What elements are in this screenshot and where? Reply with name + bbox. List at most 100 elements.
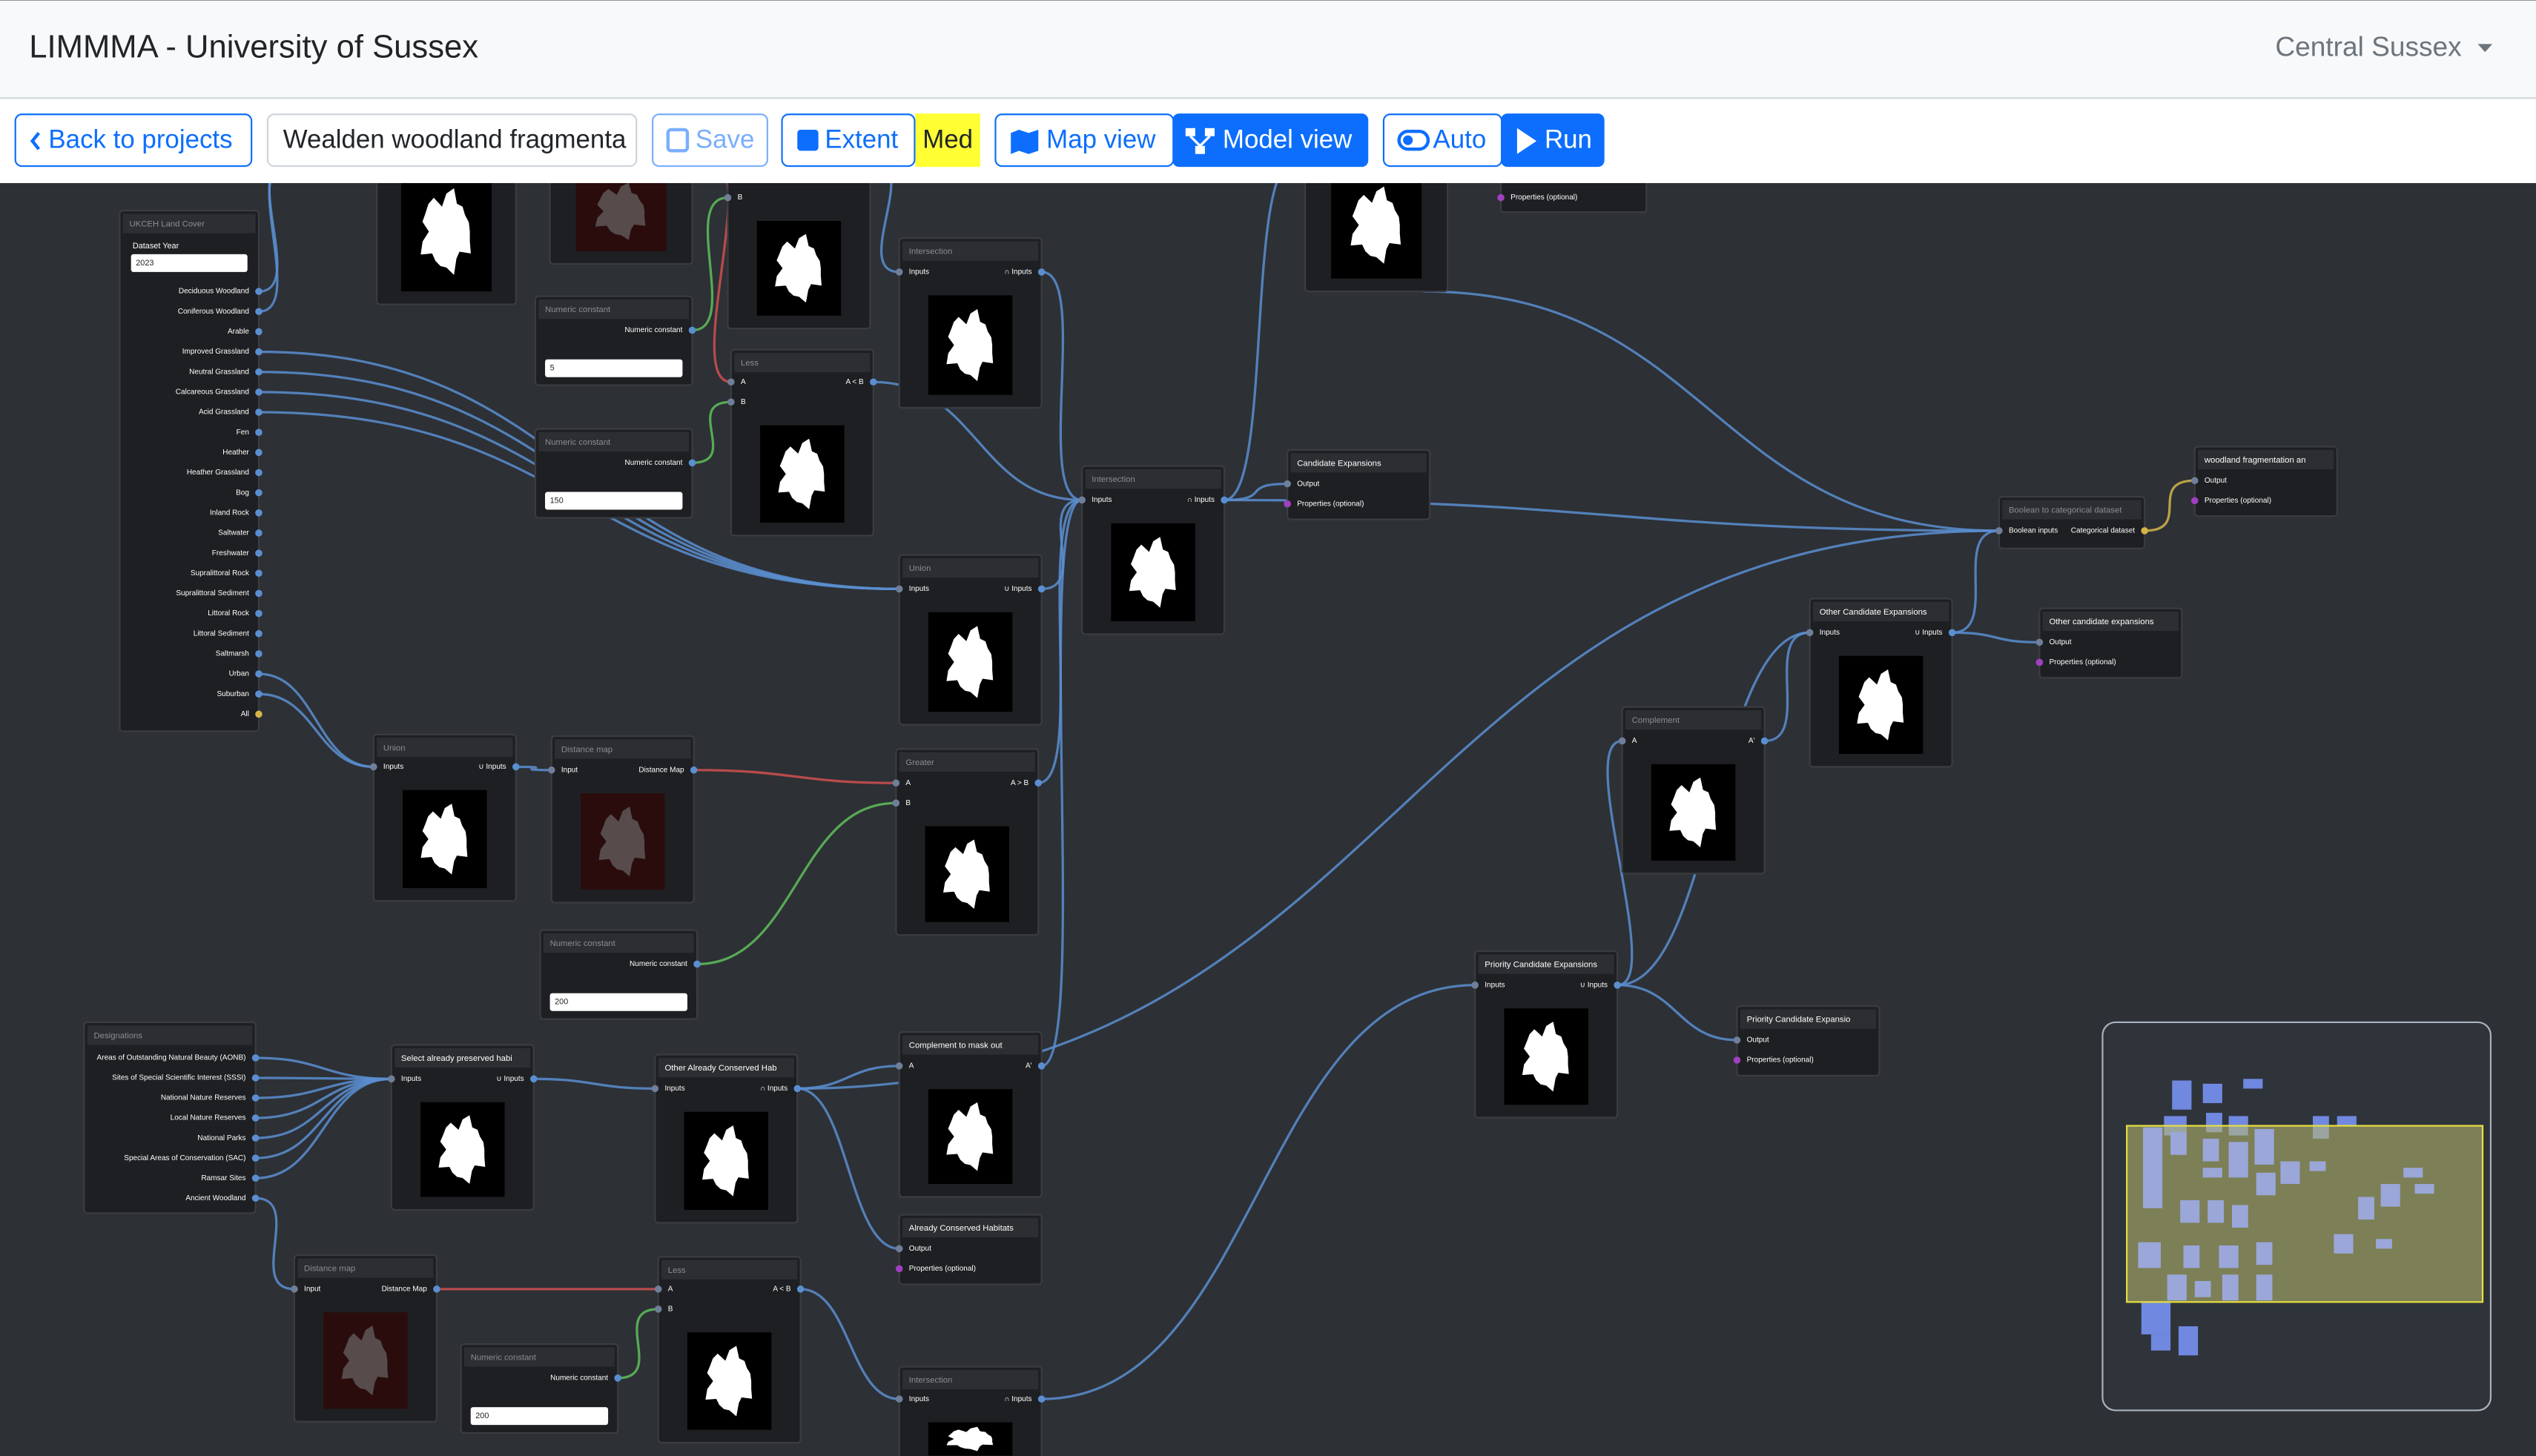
input-port[interactable]	[1733, 1056, 1741, 1064]
input-port[interactable]	[2035, 658, 2044, 666]
input-port[interactable]	[651, 1085, 659, 1093]
output-port[interactable]	[251, 1054, 260, 1062]
extent-button[interactable]: Extent	[781, 113, 916, 168]
back-button[interactable]: Back to projects	[14, 113, 253, 168]
auto-button[interactable]: Auto	[1382, 113, 1503, 168]
output-port[interactable]	[255, 489, 262, 497]
output-port[interactable]	[688, 459, 696, 467]
output-port[interactable]	[870, 378, 877, 386]
output-port[interactable]	[255, 428, 262, 436]
output-port[interactable]	[255, 408, 262, 416]
output-port[interactable]	[251, 1094, 260, 1102]
output-port[interactable]	[2141, 527, 2148, 535]
input-port[interactable]	[1806, 629, 1814, 637]
output-port[interactable]	[1037, 1395, 1046, 1403]
input-port[interactable]	[892, 779, 900, 787]
output-port[interactable]	[255, 569, 262, 578]
input-port[interactable]	[654, 1306, 662, 1313]
output-port[interactable]	[255, 609, 262, 618]
input-port[interactable]	[1618, 737, 1626, 745]
output-port[interactable]	[255, 509, 262, 517]
save-button[interactable]: Save	[651, 113, 769, 168]
input-port[interactable]	[1078, 496, 1086, 504]
output-port[interactable]	[255, 348, 262, 356]
output-port[interactable]	[255, 650, 262, 658]
input-port[interactable]	[2190, 497, 2199, 505]
input-port[interactable]	[895, 585, 903, 593]
input-port[interactable]	[654, 1285, 662, 1293]
output-port[interactable]	[255, 469, 262, 477]
project-name-input[interactable]: Wealden woodland fragmenta	[266, 113, 638, 168]
input-port[interactable]	[895, 1265, 903, 1273]
quality-label[interactable]: Med	[922, 125, 973, 153]
output-port[interactable]	[693, 960, 701, 968]
output-port[interactable]	[1037, 268, 1046, 276]
output-port[interactable]	[255, 549, 262, 557]
input-port[interactable]	[388, 1075, 395, 1083]
number-input[interactable]	[545, 492, 683, 510]
output-port[interactable]	[255, 388, 262, 396]
input-port[interactable]	[895, 1245, 903, 1253]
output-port[interactable]	[796, 1285, 805, 1293]
output-port[interactable]	[1037, 585, 1046, 593]
output-port[interactable]	[1614, 982, 1621, 989]
input-port[interactable]	[2035, 638, 2044, 646]
output-port[interactable]	[690, 766, 698, 774]
model-view-button[interactable]: Model view	[1172, 113, 1369, 168]
input-port[interactable]	[547, 766, 555, 774]
input-port[interactable]	[1497, 193, 1505, 202]
input-port[interactable]	[2190, 477, 2199, 485]
input-port[interactable]	[1284, 500, 1291, 508]
number-input[interactable]	[545, 359, 683, 377]
input-port[interactable]	[370, 763, 377, 771]
map-view-button[interactable]: Map view	[994, 113, 1175, 168]
output-port[interactable]	[793, 1085, 802, 1093]
input-port[interactable]	[727, 378, 735, 386]
output-port[interactable]	[255, 589, 262, 598]
input-port[interactable]	[724, 193, 732, 202]
output-port[interactable]	[255, 670, 262, 678]
input-port[interactable]	[727, 398, 735, 406]
output-port[interactable]	[255, 529, 262, 537]
output-port[interactable]	[1221, 496, 1228, 504]
input-port[interactable]	[892, 799, 900, 807]
number-input[interactable]	[470, 1407, 609, 1426]
output-port[interactable]	[614, 1374, 621, 1382]
output-port[interactable]	[255, 308, 262, 316]
region-dropdown[interactable]: Central Sussex	[2275, 31, 2462, 62]
output-port[interactable]	[251, 1194, 260, 1202]
run-button[interactable]: Run	[1501, 113, 1605, 168]
output-port[interactable]	[251, 1114, 260, 1122]
output-port[interactable]	[251, 1154, 260, 1162]
output-port[interactable]	[255, 710, 262, 718]
output-port[interactable]	[251, 1134, 260, 1142]
input-port[interactable]	[1733, 1036, 1741, 1044]
output-port[interactable]	[255, 629, 262, 638]
minimap-viewport[interactable]	[2126, 1125, 2484, 1303]
input-port[interactable]	[1284, 480, 1291, 488]
output-port[interactable]	[251, 1174, 260, 1182]
output-port[interactable]	[1948, 629, 1956, 637]
input-port[interactable]	[895, 1062, 903, 1070]
output-port[interactable]	[255, 288, 262, 295]
output-port[interactable]	[512, 763, 520, 771]
input-port[interactable]	[895, 268, 903, 276]
output-port[interactable]	[1760, 737, 1769, 745]
app-title[interactable]: LIMMMA - University of Sussex	[29, 29, 478, 64]
output-port[interactable]	[255, 368, 262, 376]
output-port[interactable]	[1037, 1062, 1046, 1070]
input-port[interactable]	[1471, 982, 1479, 989]
output-port[interactable]	[255, 449, 262, 457]
output-port[interactable]	[433, 1285, 440, 1293]
output-port[interactable]	[529, 1075, 538, 1083]
output-port[interactable]	[255, 690, 262, 698]
input-port[interactable]	[895, 1395, 903, 1403]
output-port[interactable]	[255, 328, 262, 336]
number-input[interactable]	[549, 993, 687, 1011]
input-port[interactable]	[1995, 527, 2003, 535]
output-port[interactable]	[1034, 779, 1043, 787]
input-port[interactable]	[291, 1285, 298, 1293]
output-port[interactable]	[688, 326, 696, 334]
select-box[interactable]	[131, 254, 248, 272]
output-port[interactable]	[251, 1074, 260, 1082]
